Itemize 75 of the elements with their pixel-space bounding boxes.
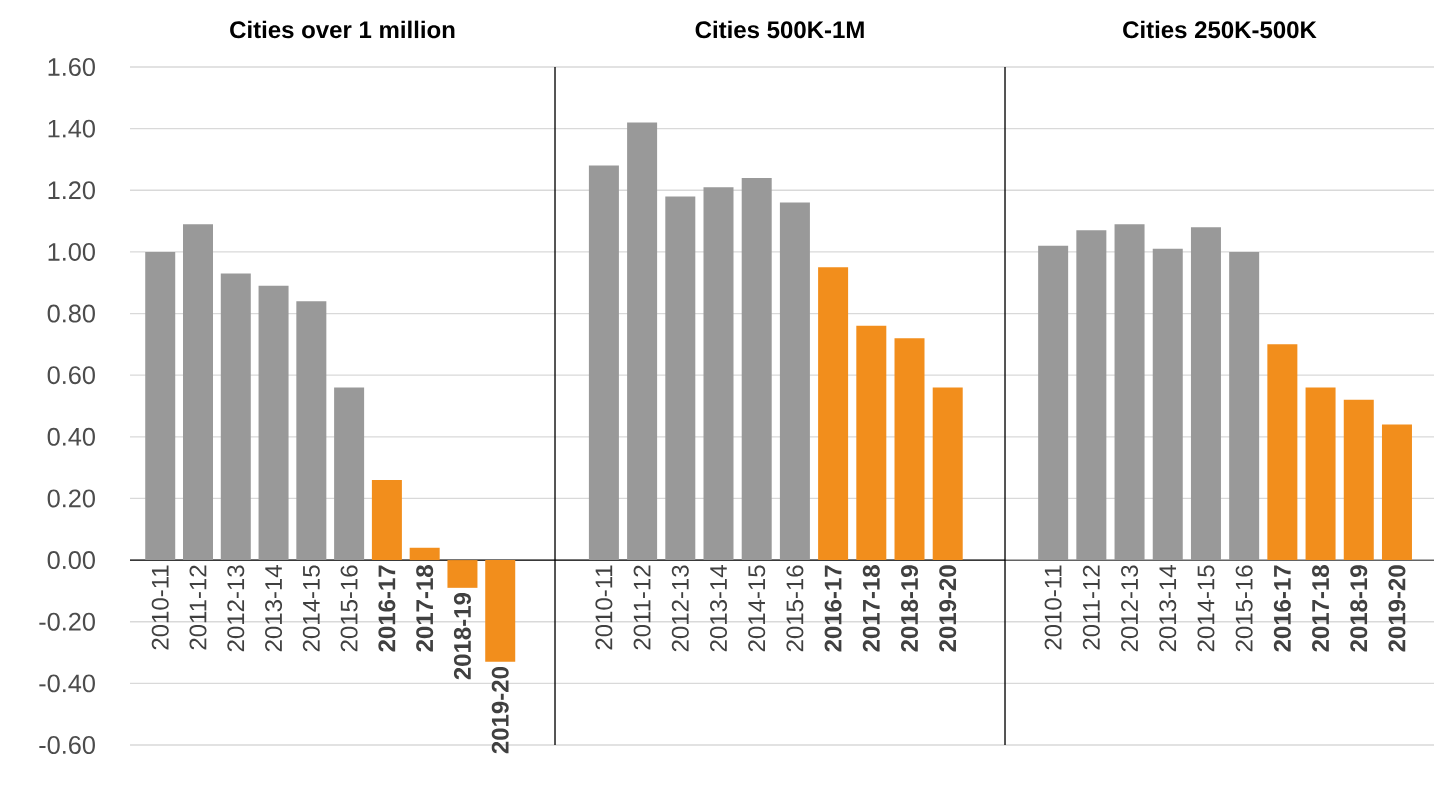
x-tick-label: 2015-16 xyxy=(786,565,804,652)
y-tick-label: 0.00 xyxy=(47,551,95,570)
x-tick-label: 2017-18 xyxy=(1312,565,1330,652)
x-tick-label: 2019-20 xyxy=(939,565,957,652)
x-tick-label: 2013-14 xyxy=(710,565,727,652)
y-tick-label: 1.60 xyxy=(48,58,95,76)
x-tick-label: 2012-13 xyxy=(671,565,689,652)
x-tick-label: 2019-20 xyxy=(1388,565,1406,652)
bar xyxy=(447,560,478,588)
x-tick-label: 2018-19 xyxy=(453,593,471,680)
x-tick-label: 2014-15 xyxy=(748,565,766,652)
bar xyxy=(1038,245,1069,561)
y-tick-label: 0.40 xyxy=(47,427,95,446)
y-tick-label: 1.20 xyxy=(48,181,95,200)
x-tick-label: 2015-16 xyxy=(340,565,358,652)
x-tick-label: 2012-13 xyxy=(227,565,245,652)
bar xyxy=(220,273,251,561)
x-tick-label: 2010-11 xyxy=(595,565,613,650)
bar xyxy=(779,202,810,561)
x-tick-label: 2014-15 xyxy=(1197,565,1215,652)
bar xyxy=(258,285,289,561)
x-tick-label: 2013-14 xyxy=(265,565,283,652)
x-tick-label: 2016-17 xyxy=(378,565,396,652)
bar xyxy=(334,387,365,561)
y-tick-label: 1.00 xyxy=(48,242,95,261)
x-tick-label: 2016-17 xyxy=(1273,565,1291,652)
x-tick-label: 2011-12 xyxy=(189,565,207,650)
x-tick-label: 2013-14 xyxy=(1159,565,1177,652)
x-tick-label: 2012-13 xyxy=(1121,565,1139,652)
bar xyxy=(296,301,327,561)
y-tick-label: 0.60 xyxy=(47,366,95,385)
bar xyxy=(371,479,402,561)
bar xyxy=(1076,230,1107,561)
y-tick-label: 1.40 xyxy=(48,119,95,138)
bar xyxy=(1152,248,1183,561)
x-tick-label: 2011-12 xyxy=(633,565,651,650)
x-tick-label: 2011-12 xyxy=(1082,565,1100,650)
x-tick-label: 2014-15 xyxy=(302,565,320,652)
x-tick-label: 2015-16 xyxy=(1235,565,1253,652)
bar xyxy=(485,560,516,662)
y-tick-label: -0.20 xyxy=(39,612,95,631)
bar xyxy=(145,251,176,561)
bar xyxy=(588,165,619,561)
y-tick-label: 0.80 xyxy=(47,304,95,323)
x-tick-label: 2019-20 xyxy=(491,667,509,754)
bar xyxy=(703,187,734,561)
bar xyxy=(741,177,772,561)
x-tick-label: 2010-11 xyxy=(151,565,169,650)
bar xyxy=(1381,424,1412,561)
x-tick-label: 2018-19 xyxy=(1350,565,1368,652)
y-tick-label: -0.60 xyxy=(39,736,95,754)
bar xyxy=(627,122,658,561)
x-tick-label: 2017-18 xyxy=(862,565,880,652)
chart-title: Cities 250K-500K xyxy=(1123,20,1317,39)
bar xyxy=(409,547,440,561)
bar xyxy=(1343,399,1374,561)
bar xyxy=(894,338,925,561)
bar xyxy=(1114,224,1145,561)
bar xyxy=(856,325,887,561)
bar xyxy=(1190,227,1221,561)
bar xyxy=(818,267,849,561)
bar xyxy=(932,387,963,561)
bar xyxy=(665,196,696,561)
bar xyxy=(1305,387,1336,561)
x-tick-label: 2018-19 xyxy=(901,565,918,652)
x-tick-label: 2010-11 xyxy=(1044,565,1062,650)
x-tick-label: 2017-18 xyxy=(416,565,434,652)
chart-title: Cities 500K-1M xyxy=(695,20,864,39)
chart-title: Cities over 1 million xyxy=(230,20,455,39)
bar xyxy=(183,224,213,561)
bar xyxy=(1229,251,1260,561)
y-tick-label: -0.40 xyxy=(39,674,95,693)
y-tick-label: 0.20 xyxy=(47,489,95,508)
bar xyxy=(1267,344,1298,561)
x-tick-label: 2016-17 xyxy=(824,565,842,652)
